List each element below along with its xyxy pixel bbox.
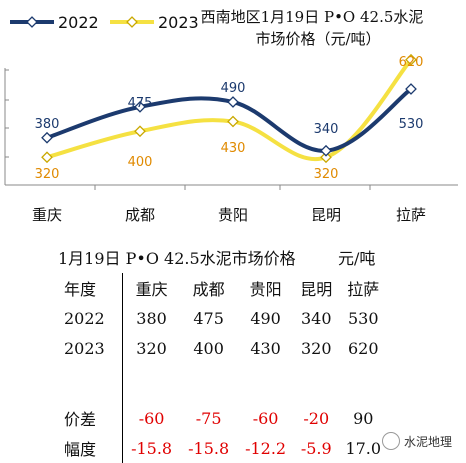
data-point-marker — [227, 96, 239, 108]
header-label: 年度 — [58, 273, 123, 303]
price-table: 年度 重庆 成都 贵阳 昆明 拉萨 2022 380 475 490 340 5… — [58, 243, 388, 463]
watermark: 水泥地理 — [381, 432, 452, 450]
legend-marker — [26, 16, 38, 28]
data-point-marker — [134, 125, 146, 138]
data-labels: 380 475 490 340 530 320 400 430 320 620 — [35, 55, 424, 182]
x-tick-label: 贵阳 — [218, 206, 248, 224]
chart-title-line2: 市场价格（元/吨） — [255, 30, 380, 48]
table-title: 1月19日 P•O 42.5水泥市场价格 — [58, 249, 296, 268]
legend-marker — [126, 16, 138, 28]
data-label-2023: 400 — [128, 155, 153, 170]
data-label-2023: 320 — [314, 167, 339, 182]
cell: -5.9 — [300, 438, 332, 458]
col-header: 昆明 — [300, 280, 333, 299]
x-tick-label: 拉萨 — [396, 206, 426, 224]
data-point-marker — [320, 144, 332, 157]
data-label-2023: 620 — [399, 55, 424, 70]
row-label: 2022 — [58, 303, 123, 333]
data-point-marker — [405, 53, 417, 66]
cell: -12.2 — [245, 438, 287, 458]
data-point-marker — [41, 151, 53, 164]
data-point-marker — [41, 131, 53, 144]
data-label-2023: 320 — [35, 167, 60, 182]
table-row: 2022 380 475 490 340 530 — [58, 303, 388, 333]
data-label-2022: 475 — [128, 96, 153, 111]
price-line-chart: 重庆 成都 贵阳 昆明 拉萨 380 475 490 340 530 320 400 430 320 62… — [4, 8, 458, 224]
cell: 530 — [347, 308, 379, 328]
data-point-marker — [320, 151, 332, 164]
data-label-2023: 430 — [221, 141, 246, 156]
data-label-2022: 490 — [221, 81, 246, 96]
cell: 17.0 — [345, 438, 382, 458]
data-label-2022: 530 — [399, 117, 424, 132]
cell: 90 — [353, 408, 374, 428]
table-row-pct: 幅度 -15.8 -15.8 -12.2 -5.9 17.0 — [58, 433, 388, 463]
data-label-2022: 340 — [314, 122, 339, 137]
legend-label: 2022 — [58, 13, 99, 32]
data-label-2022: 380 — [35, 117, 60, 132]
cell: 320 — [301, 338, 332, 358]
chart-axes: 重庆 成都 贵阳 昆明 拉萨 — [4, 68, 458, 224]
wechat-logo-icon — [381, 432, 400, 450]
cell: -20 — [303, 408, 330, 428]
cell: 620 — [347, 338, 379, 358]
col-header: 重庆 — [135, 280, 168, 299]
series-lines — [41, 53, 417, 164]
table-unit: 元/吨 — [338, 249, 376, 268]
cell: 400 — [193, 338, 224, 358]
col-header: 拉萨 — [347, 280, 380, 299]
col-header: 贵阳 — [249, 280, 282, 299]
legend-label: 2023 — [158, 13, 199, 32]
cell: 430 — [250, 338, 281, 358]
row-label: 价差 — [58, 403, 123, 433]
x-tick-label: 昆明 — [311, 206, 341, 224]
cell: -15.8 — [131, 438, 173, 458]
table-header-row: 年度 重庆 成都 贵阳 昆明 拉萨 — [58, 273, 388, 303]
data-point-marker — [227, 115, 239, 128]
table-row-diff: 价差 -60 -75 -60 -20 90 — [58, 403, 388, 433]
data-point-marker — [134, 101, 146, 113]
cell: 340 — [301, 308, 332, 328]
cell: -75 — [195, 408, 222, 428]
cell: 490 — [250, 308, 281, 328]
row-label: 幅度 — [58, 433, 123, 463]
watermark-text: 水泥地理 — [403, 434, 452, 449]
table-row: 2023 320 400 430 320 620 — [58, 333, 388, 363]
x-tick-label: 成都 — [125, 206, 155, 224]
cell: -15.8 — [188, 438, 230, 458]
row-label: 2023 — [58, 333, 123, 363]
cell: -60 — [138, 408, 165, 428]
legend: 2022 2023 — [10, 13, 199, 32]
cell: 320 — [136, 338, 167, 358]
cell: -60 — [252, 408, 279, 428]
data-point-marker — [405, 83, 417, 95]
x-tick-label: 重庆 — [32, 206, 62, 224]
col-header: 成都 — [192, 280, 225, 299]
cell: 380 — [136, 308, 167, 328]
chart-title-line1: 西南地区1月19日 P•O 42.5水泥 — [201, 8, 424, 26]
cell: 475 — [193, 308, 224, 328]
